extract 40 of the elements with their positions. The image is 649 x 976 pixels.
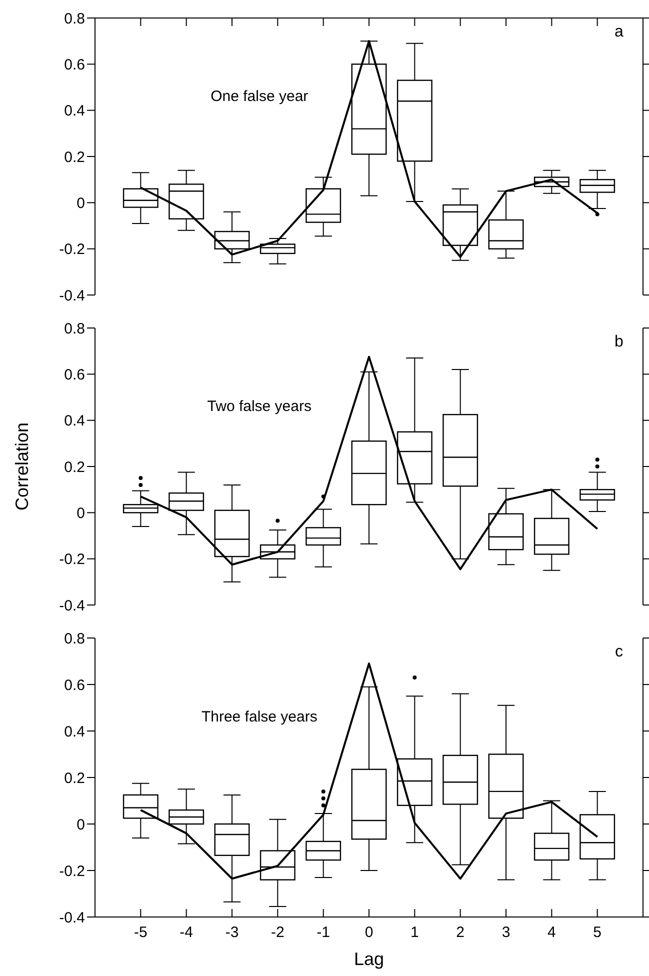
- y-axis-title: Correlation: [12, 422, 32, 511]
- y-tick-label: 0.2: [64, 770, 85, 787]
- x-tick-label: 2: [456, 924, 465, 941]
- y-tick-label: -0.2: [59, 551, 85, 568]
- y-tick-label: 0: [76, 194, 85, 212]
- y-tick-label: 0.8: [64, 320, 85, 338]
- y-tick-label: 0.6: [64, 366, 85, 384]
- x-tick-label: -4: [180, 924, 194, 941]
- y-tick-label: 0: [76, 504, 85, 522]
- x-tick-label: -2: [270, 924, 284, 941]
- x-tick-label: -3: [225, 924, 239, 941]
- x-tick-label: 0: [364, 924, 374, 941]
- annotation: Three false years: [201, 708, 318, 726]
- y-tick-label: 0.4: [64, 412, 85, 430]
- x-tick-label: -1: [316, 924, 330, 941]
- x-tick-label: 4: [547, 924, 556, 941]
- y-tick-label: -0.4: [59, 287, 85, 304]
- y-tick-label: -0.2: [59, 862, 85, 880]
- y-tick-label: -0.2: [59, 241, 85, 258]
- annotation: a: [614, 23, 624, 40]
- y-tick-label: 0.4: [64, 102, 85, 120]
- y-tick-label: 0.4: [64, 723, 85, 740]
- annotation: c: [615, 644, 623, 661]
- x-axis-title: Lag: [354, 949, 384, 969]
- x-tick-label: 5: [593, 924, 602, 941]
- y-tick-label: -0.4: [59, 597, 85, 614]
- x-tick-label: 1: [410, 924, 419, 941]
- y-tick-label: 0.2: [64, 458, 85, 476]
- x-tick-label: -5: [134, 924, 148, 941]
- x-tick-label: 3: [502, 924, 510, 941]
- annotation: One false year: [210, 88, 308, 106]
- y-tick-label: 0.6: [64, 676, 85, 694]
- y-tick-label: -0.4: [59, 909, 85, 926]
- annotation: Two false years: [207, 398, 312, 416]
- y-tick-label: 0.2: [64, 148, 85, 166]
- y-tick-label: 0.8: [64, 10, 85, 28]
- y-tick-label: 0: [76, 816, 85, 834]
- y-tick-label: 0.6: [64, 56, 85, 74]
- annotation: b: [614, 333, 624, 350]
- y-tick-label: 0.8: [64, 630, 85, 648]
